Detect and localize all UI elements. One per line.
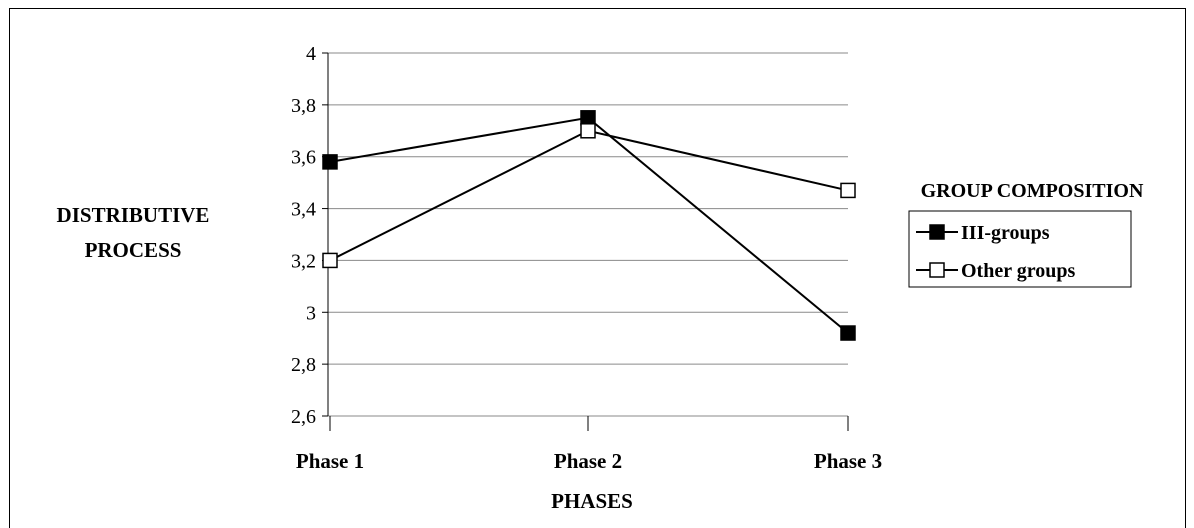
y-tick-label: 3,2 [291,250,316,272]
y-axis-title-line-2: PROCESS [85,238,182,262]
series-line-iii-groups [329,116,849,334]
data-point-other-groups [840,182,856,199]
y-tick-label: 3 [306,302,316,324]
data-point-other-groups [580,123,596,139]
data-point-iii-groups [580,110,596,126]
axes [322,52,849,431]
legend-label-other-groups: Other groups [961,260,1075,282]
y-axis-title-line-1: DISTRIBUTIVE [57,203,210,227]
grid-lines [328,52,848,417]
legend-title: GROUP COMPOSITION [921,180,1144,202]
x-tick-label: Phase 3 [814,449,882,473]
legend-marker-other-groups [929,262,945,278]
y-tick-label: 2,6 [291,406,316,428]
y-tick-label: 2,8 [291,354,316,376]
y-tick-labels: 2,6 2,8 3 3,2 3,4 3,6 3,8 4 [291,43,316,428]
y-tick-label: 3,4 [291,199,316,221]
y-tick-label: 3,6 [291,147,316,169]
data-point-iii-groups [322,154,338,170]
data-point-iii-groups [840,325,856,341]
y-tick-label: 4 [306,43,316,65]
chart-frame [9,8,1186,528]
x-tick-label: Phase 2 [554,449,622,473]
series-line-other-groups [329,129,849,262]
series-lines [329,116,849,334]
legend-label-iii-groups: III-groups [961,222,1050,244]
x-axis-title: PHASES [551,489,633,513]
legend-marker-iii-groups [929,224,945,240]
data-point-other-groups [322,252,338,269]
y-tick-label: 3,8 [291,95,316,117]
legend: III-groups Other groups [908,210,1132,288]
series-markers [322,110,856,341]
x-tick-label: Phase 1 [296,449,364,473]
legend-box [908,210,1132,288]
x-tick-labels: Phase 1 Phase 2 Phase 3 [296,449,882,473]
